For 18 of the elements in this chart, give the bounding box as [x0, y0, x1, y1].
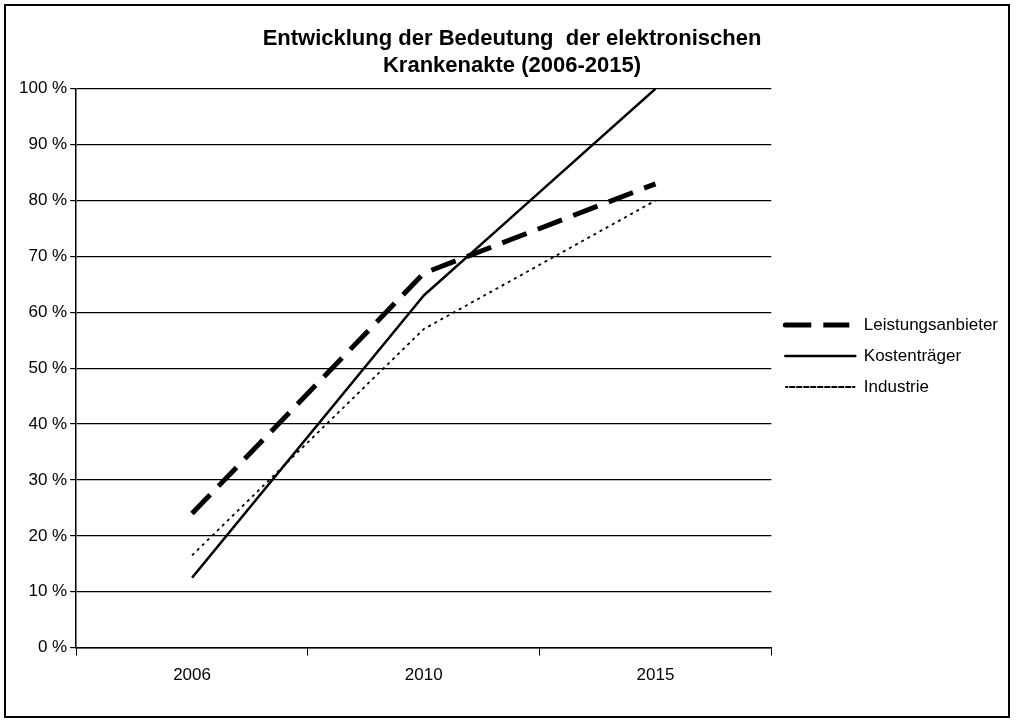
- y-tick-label: 20 %: [28, 525, 68, 545]
- legend-label: Kostenträger: [863, 345, 962, 365]
- y-tick-label: 0 %: [37, 637, 68, 657]
- y-tick-label: 80 %: [28, 190, 68, 210]
- legend-label: Leistungsanbieter: [863, 314, 999, 334]
- chart-title: Entwicklung der Bedeutung der elektronischen Krankenakte (2006-2015): [262, 25, 762, 77]
- y-tick-label: 100 %: [19, 78, 68, 98]
- y-tick-label: 50 %: [28, 357, 68, 377]
- y-tick-label: 60 %: [28, 302, 68, 322]
- x-tick-label: 2010: [404, 665, 443, 685]
- y-tick-label: 30 %: [28, 469, 68, 489]
- legend-label: Industrie: [863, 376, 929, 396]
- x-tick-label: 2006: [173, 665, 211, 685]
- y-tick-label: 40 %: [28, 413, 68, 433]
- y-tick-label: 10 %: [28, 581, 68, 601]
- y-tick-label: 90 %: [28, 134, 68, 154]
- y-tick-label: 70 %: [28, 246, 68, 266]
- x-tick-label: 2015: [636, 665, 675, 685]
